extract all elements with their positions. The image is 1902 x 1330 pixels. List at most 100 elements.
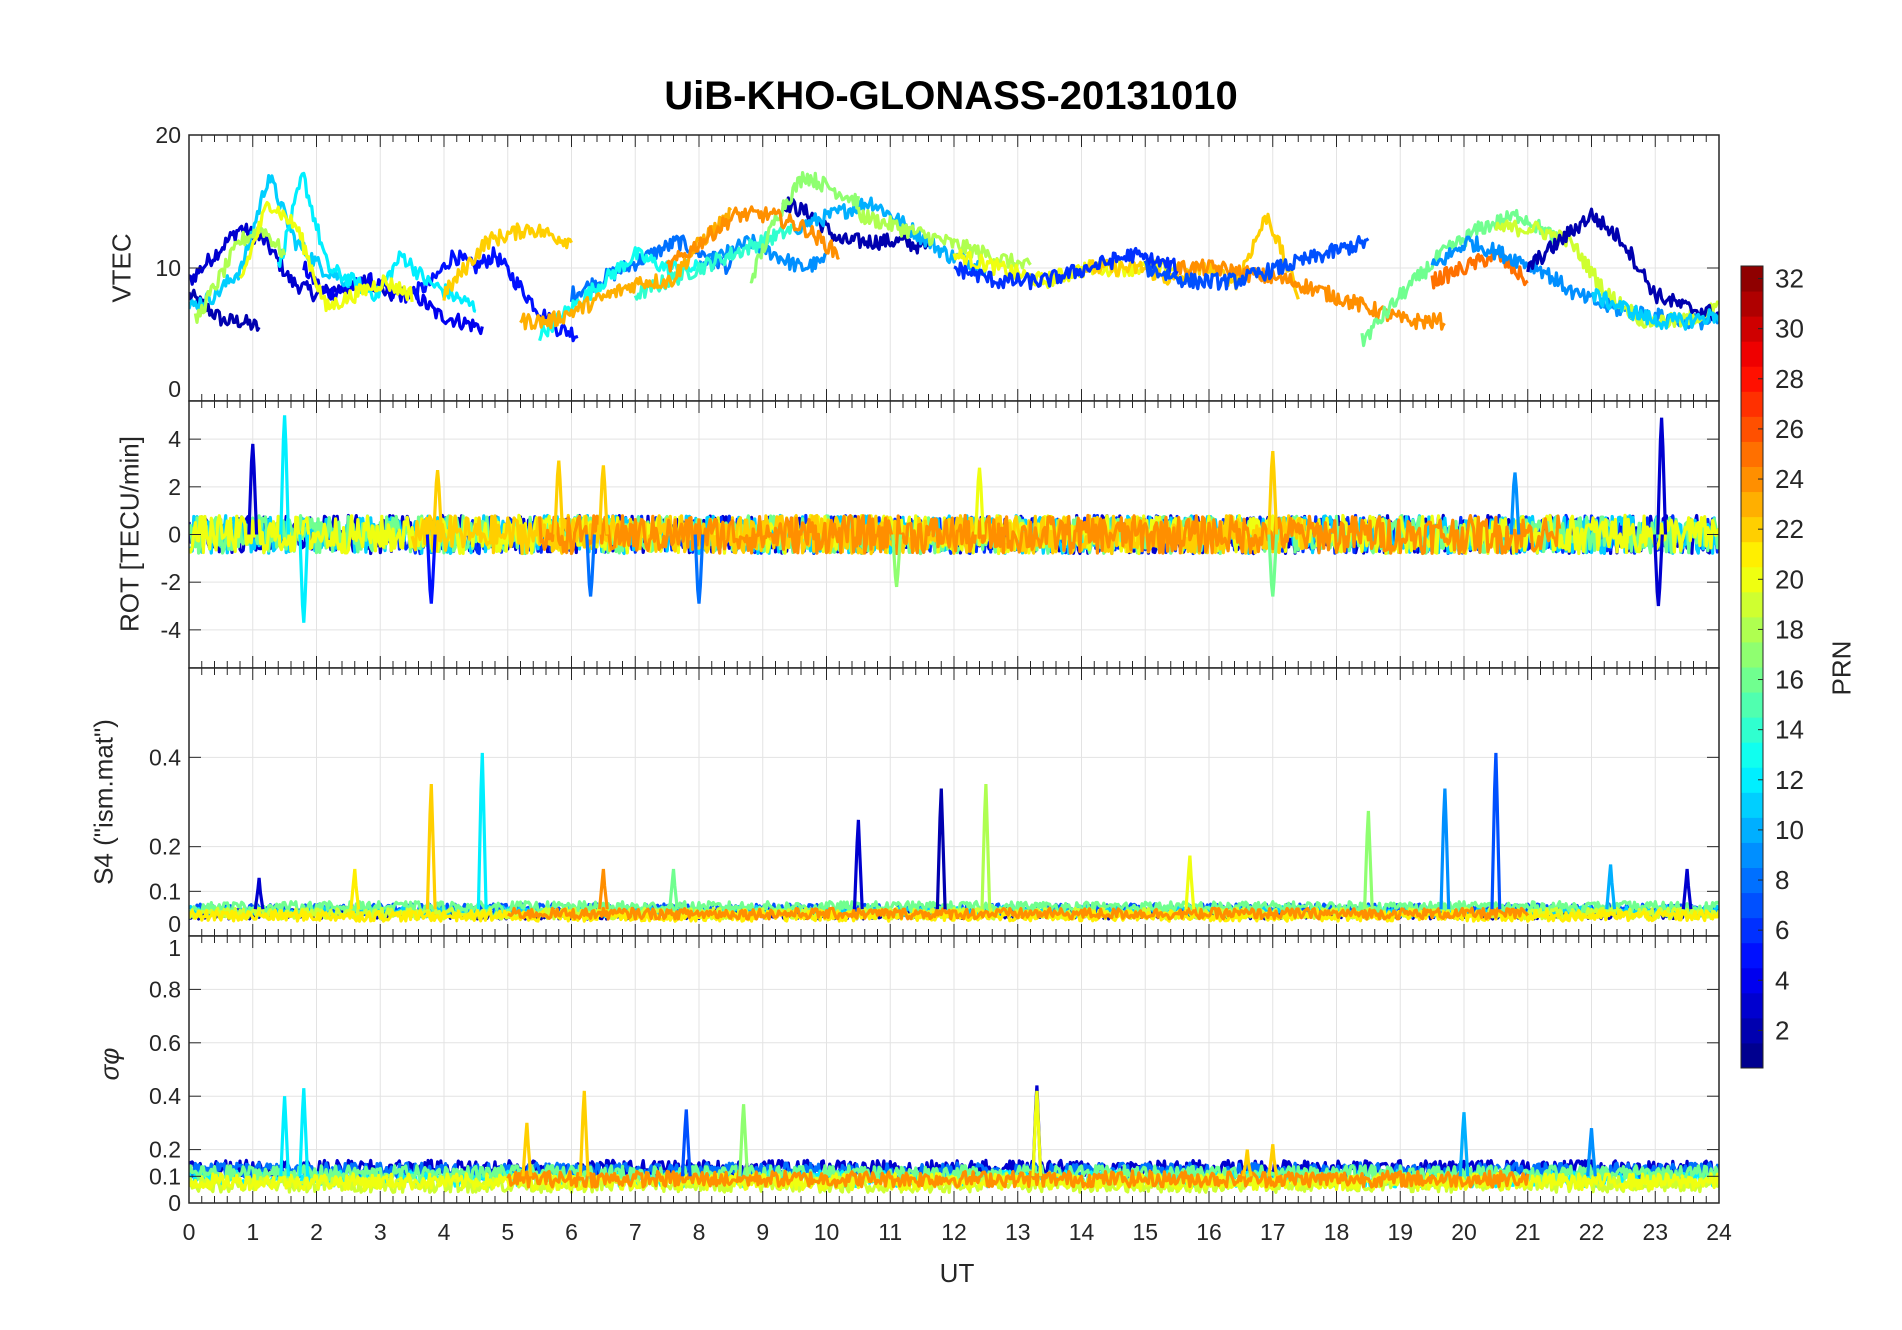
colorbar-segment (1741, 967, 1763, 994)
series-line-prn-4 (302, 260, 484, 336)
colorbar-segment (1741, 867, 1763, 894)
x-tick-label: 7 (629, 1219, 642, 1245)
colorbar-segment (1741, 692, 1763, 718)
spike-prn-18 (980, 784, 992, 910)
colorbar-segment (1741, 1017, 1763, 1044)
series-line-prn-24 (506, 1169, 1530, 1189)
spike-prn-3 (1681, 868, 1693, 910)
series-line-prn-10 (793, 196, 988, 276)
series-line-prn-24 (665, 205, 840, 273)
x-tick-label: 16 (1196, 1219, 1222, 1245)
chart-title: UiB-KHO-GLONASS-20131010 (664, 74, 1238, 118)
y-tick-label: 20 (155, 122, 181, 148)
spike-prn-3 (1653, 534, 1664, 607)
spike-prn-12 (279, 1096, 290, 1177)
colorbar-tick-label: 30 (1775, 314, 1804, 344)
y-tick-label: 0 (168, 522, 181, 548)
x-tick-label: 3 (374, 1219, 387, 1245)
y-tick-label: 0.2 (149, 834, 181, 860)
colorbar-tick-label: 28 (1775, 364, 1804, 394)
spike-prn-22 (1241, 1149, 1253, 1177)
x-axis-label: UT (939, 1258, 975, 1288)
colorbar-segment (1741, 1042, 1763, 1069)
colorbar-segment (1741, 466, 1763, 493)
colorbar-tick-label: 2 (1775, 1015, 1789, 1045)
spike-prn-24 (598, 868, 609, 910)
series-line-prn-16 (1360, 208, 1562, 348)
spike-prn-8 (585, 534, 596, 597)
x-tick-label: 19 (1387, 1219, 1413, 1245)
colorbar-tick-label: 24 (1775, 464, 1804, 494)
spike-prn-2 (935, 788, 947, 910)
spike-prn-22 (521, 1122, 533, 1177)
spike-prn-17 (891, 534, 903, 588)
x-tick-label: 10 (814, 1219, 840, 1245)
spike-prn-12 (298, 534, 310, 623)
series-line-prn-24 (507, 906, 1530, 921)
colorbar-segment (1741, 541, 1763, 568)
x-tick-label: 24 (1706, 1219, 1732, 1245)
spike-prn-22 (578, 1090, 590, 1177)
colorbar-tick-label: 6 (1775, 915, 1789, 945)
y-tick-label: 0.6 (149, 1030, 181, 1056)
series-line-prn-18 (193, 226, 287, 324)
spike-prn-7 (1490, 752, 1502, 910)
y-label-rot: ROT [TECU/min] (114, 436, 145, 632)
spike-prn-3 (253, 877, 265, 910)
series-line-prn-7 (1143, 235, 1370, 291)
x-tick-label: 9 (756, 1219, 769, 1245)
panel-1: -4 -2 0 2 4 (161, 400, 1720, 669)
spike-prn-10 (1458, 1112, 1470, 1177)
spike-prn-16 (1267, 534, 1279, 597)
series-line-prn-11 (1591, 288, 1719, 331)
y-tick-label: 0 (168, 911, 181, 937)
y-tick-label: 0.1 (149, 1163, 181, 1189)
spike-prn-22 (553, 460, 565, 535)
y-label-s4: S4 ("ism.mat") (88, 719, 119, 885)
spike-prn-9 (1439, 788, 1451, 910)
y-tick-label: 0.2 (149, 1137, 181, 1163)
colorbar-segment (1741, 892, 1763, 919)
panel-2: 0 0.1 0.2 0.4 (149, 667, 1720, 937)
colorbar-tick-label: 8 (1775, 865, 1789, 895)
spike-prn-20 (974, 467, 985, 535)
series-line-prn-11 (189, 174, 350, 312)
y-label-vtec: VTEC (106, 233, 137, 303)
colorbar-segment (1741, 391, 1763, 417)
spike-prn-12 (279, 415, 290, 535)
colorbar-segment (1741, 266, 1763, 292)
colorbar-segment (1741, 717, 1763, 743)
y-tick-label: 4 (168, 426, 181, 452)
spike-prn-17 (738, 1104, 749, 1177)
data-layer (189, 415, 1719, 623)
colorbar-segment (1741, 291, 1763, 317)
y-tick-label: 2 (168, 474, 181, 500)
colorbar-frame (1740, 265, 1764, 1069)
series-line-prn-25 (1430, 249, 1529, 290)
x-tick-label: 1 (246, 1219, 259, 1245)
spike-prn-20 (1184, 855, 1196, 910)
colorbar-label: PRN (1826, 640, 1857, 696)
series-line-prn-12 (276, 171, 477, 313)
colorbar-segment (1741, 566, 1763, 593)
panel-0: 0 10 20 (155, 122, 1720, 402)
x-tick-label: 21 (1515, 1219, 1541, 1245)
colorbar-segment (1741, 817, 1763, 843)
panel-3: 00.10.2 0.4 0.6 0.8 1 (149, 935, 1720, 1216)
colorbar-segment (1741, 616, 1763, 643)
series-line-prn-17 (749, 171, 860, 284)
colorbar-tick-label: 32 (1775, 264, 1804, 294)
spike-prn-12 (298, 1088, 310, 1177)
x-tick-label: 6 (565, 1219, 578, 1245)
colorbar-segment (1741, 316, 1763, 342)
series-line-prn-2 (781, 196, 930, 255)
y-tick-label: 0 (168, 376, 181, 402)
colorbar-segment (1741, 366, 1763, 392)
y-label-sigma-phi: σφ (94, 1047, 125, 1081)
colorbar-segment (1741, 792, 1763, 818)
y-tick-label: 0.4 (149, 744, 181, 770)
x-tick-label: 22 (1579, 1219, 1605, 1245)
data-layer (189, 752, 1719, 923)
colorbar-tick-label: 4 (1775, 965, 1789, 995)
